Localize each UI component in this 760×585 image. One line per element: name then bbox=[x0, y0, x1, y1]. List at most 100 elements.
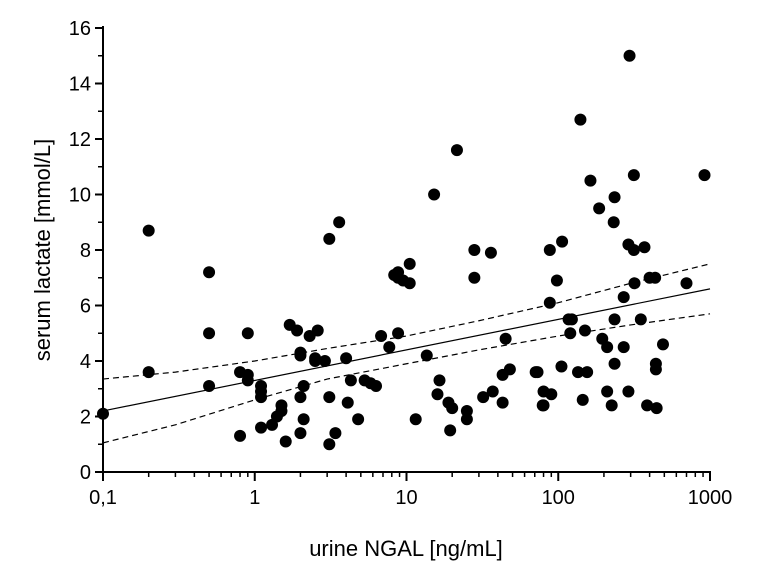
data-point bbox=[294, 391, 307, 404]
data-point bbox=[649, 363, 662, 376]
data-point bbox=[656, 338, 669, 351]
data-point bbox=[420, 349, 433, 362]
data-point bbox=[333, 216, 346, 229]
data-point bbox=[297, 379, 310, 392]
x-axis-title: urine NGAL [ng/mL] bbox=[309, 536, 503, 561]
x-tick-label: 10 bbox=[395, 487, 417, 509]
data-point bbox=[142, 366, 155, 379]
data-point bbox=[370, 379, 383, 392]
data-point bbox=[241, 327, 254, 340]
data-point bbox=[584, 174, 597, 187]
data-point bbox=[392, 327, 405, 340]
data-point bbox=[294, 427, 307, 440]
data-point bbox=[403, 277, 416, 290]
data-point bbox=[529, 366, 542, 379]
data-point bbox=[375, 330, 388, 343]
data-point bbox=[503, 363, 516, 376]
data-point bbox=[601, 385, 614, 398]
confidence-band-lower bbox=[102, 313, 711, 444]
data-point bbox=[446, 402, 459, 415]
data-point bbox=[564, 327, 577, 340]
data-point bbox=[617, 341, 630, 354]
y-tick-label: 2 bbox=[80, 407, 91, 429]
data-point bbox=[383, 341, 396, 354]
data-point bbox=[431, 388, 444, 401]
data-point bbox=[634, 313, 647, 326]
data-point bbox=[341, 396, 354, 409]
data-point bbox=[255, 391, 268, 404]
data-point bbox=[309, 355, 322, 367]
data-point bbox=[617, 291, 630, 304]
data-point bbox=[352, 413, 365, 426]
data-point bbox=[499, 332, 512, 345]
data-point bbox=[608, 191, 621, 204]
y-tick-label: 14 bbox=[69, 74, 91, 96]
data-point bbox=[543, 244, 556, 256]
data-point bbox=[468, 271, 481, 284]
data-point bbox=[234, 429, 247, 442]
data-point bbox=[608, 313, 621, 326]
data-point bbox=[203, 327, 216, 340]
data-point bbox=[433, 374, 446, 387]
data-point bbox=[460, 404, 473, 417]
data-point bbox=[555, 360, 568, 373]
y-tick-label: 6 bbox=[80, 296, 91, 318]
data-point bbox=[409, 413, 422, 426]
data-point bbox=[323, 438, 336, 451]
data-point bbox=[545, 388, 558, 401]
data-point bbox=[576, 393, 589, 406]
data-point bbox=[593, 202, 606, 215]
x-tick-label: 1000 bbox=[688, 487, 733, 509]
data-point bbox=[641, 399, 654, 412]
data-point bbox=[344, 374, 357, 387]
data-point bbox=[537, 399, 550, 412]
y-tick-label: 12 bbox=[69, 129, 91, 151]
data-point bbox=[572, 366, 585, 379]
y-tick-label: 8 bbox=[80, 240, 91, 262]
data-point bbox=[279, 435, 292, 448]
data-point bbox=[556, 235, 569, 248]
confidence-band-upper bbox=[102, 263, 711, 380]
data-point bbox=[142, 224, 155, 237]
data-point bbox=[680, 277, 693, 290]
x-tick-label: 100 bbox=[542, 487, 575, 509]
data-point bbox=[477, 391, 490, 404]
data-point bbox=[601, 341, 614, 354]
y-tick-label: 4 bbox=[80, 351, 91, 373]
data-point bbox=[574, 113, 587, 126]
data-point bbox=[460, 413, 473, 426]
data-point bbox=[340, 352, 353, 365]
data-point bbox=[649, 271, 662, 284]
data-point bbox=[450, 144, 463, 157]
data-point bbox=[291, 324, 304, 337]
data-point bbox=[323, 232, 336, 245]
data-point bbox=[294, 349, 307, 362]
data-point bbox=[622, 385, 635, 398]
data-point bbox=[329, 427, 342, 440]
data-point bbox=[311, 324, 324, 337]
data-point bbox=[698, 169, 711, 182]
y-tick-label: 10 bbox=[69, 185, 91, 207]
data-point bbox=[444, 424, 457, 437]
data-point bbox=[255, 421, 268, 434]
data-point bbox=[628, 277, 641, 290]
x-tick-label: 1 bbox=[249, 487, 260, 509]
data-point bbox=[638, 241, 651, 254]
data-point bbox=[627, 169, 640, 182]
data-point bbox=[605, 399, 618, 412]
data-point bbox=[608, 357, 621, 370]
data-point bbox=[627, 244, 640, 256]
data-point bbox=[486, 385, 499, 398]
data-point bbox=[565, 313, 578, 326]
y-tick-label: 16 bbox=[69, 18, 91, 40]
data-point bbox=[578, 324, 591, 337]
data-point bbox=[543, 296, 556, 309]
data-point bbox=[203, 266, 216, 279]
data-point bbox=[318, 355, 331, 367]
data-point bbox=[550, 274, 563, 287]
data-point bbox=[297, 413, 310, 426]
data-point bbox=[403, 257, 416, 270]
x-tick-label: 0,1 bbox=[89, 487, 117, 509]
regression-line bbox=[102, 288, 711, 412]
